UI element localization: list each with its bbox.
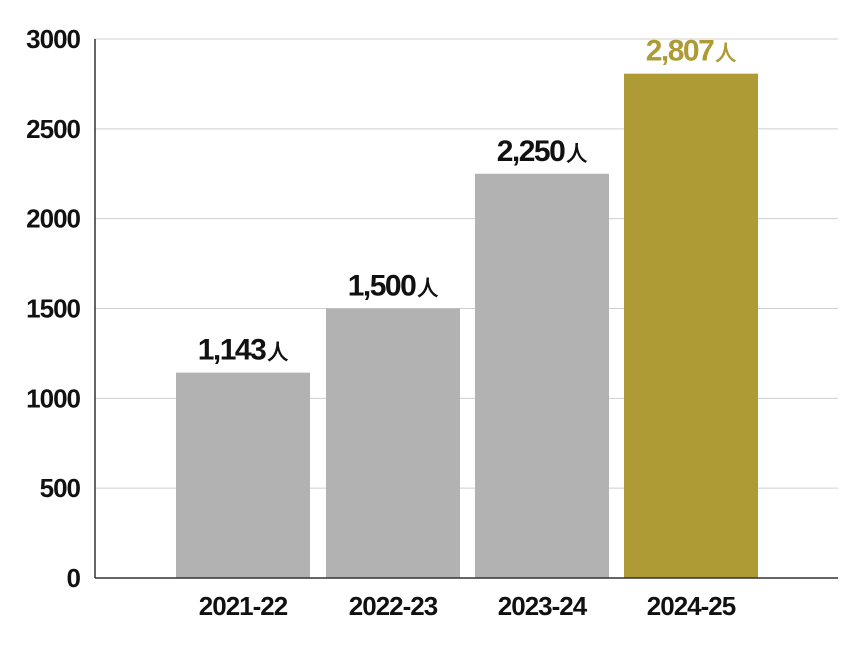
y-tick-label: 1000 [26, 383, 80, 413]
data-label-value: 1,143 [198, 334, 266, 367]
data-label-unit: 人 [566, 142, 587, 166]
labels: 0500100015002000250030002021-221,143人202… [26, 24, 737, 621]
data-label: 1,500人 [348, 270, 439, 303]
y-tick-label: 2000 [26, 204, 80, 234]
y-tick-label: 3000 [26, 24, 80, 54]
y-tick-label: 0 [67, 563, 81, 593]
data-label-value: 1,500 [348, 270, 416, 303]
x-tick-label: 2022-23 [349, 591, 438, 621]
x-tick-label: 2024-25 [647, 591, 736, 621]
x-tick-label: 2021-22 [199, 591, 288, 621]
data-label: 1,143人 [198, 334, 289, 367]
data-label-unit: 人 [267, 341, 288, 365]
data-label: 2,807人 [646, 35, 737, 68]
data-label-value: 2,807 [646, 35, 714, 68]
data-label-value: 2,250 [497, 135, 565, 168]
x-tick-label: 2023-24 [498, 591, 588, 621]
data-label-unit: 人 [417, 277, 438, 301]
data-label-unit: 人 [715, 42, 736, 66]
bar-2021-22 [176, 372, 310, 578]
bars [176, 73, 758, 579]
bar-2023-24 [475, 173, 609, 578]
y-tick-label: 500 [40, 473, 81, 503]
axes [94, 39, 838, 579]
bar-2024-25 [624, 73, 758, 579]
data-label: 2,250人 [497, 135, 588, 168]
bar-2022-23 [326, 308, 460, 578]
y-tick-label: 1500 [26, 294, 80, 324]
y-tick-label: 2500 [26, 114, 80, 144]
